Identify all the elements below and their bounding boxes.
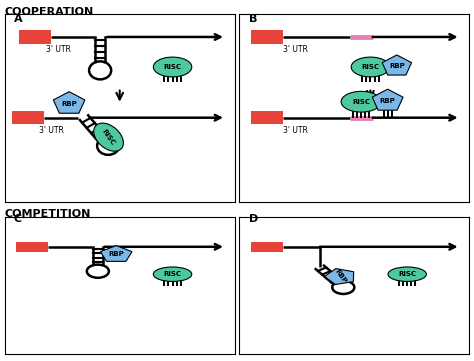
Circle shape — [97, 137, 119, 155]
Circle shape — [332, 281, 355, 294]
Text: COMPETITION: COMPETITION — [5, 209, 91, 219]
Text: RISC: RISC — [352, 99, 370, 105]
Text: RISC: RISC — [398, 271, 416, 277]
Bar — [12, 111, 44, 124]
Text: A: A — [14, 14, 23, 24]
Text: 3' UTR: 3' UTR — [39, 126, 64, 135]
Text: RISC: RISC — [164, 64, 182, 70]
Bar — [251, 242, 283, 252]
Polygon shape — [100, 245, 132, 261]
Text: RBP: RBP — [334, 269, 347, 285]
Ellipse shape — [154, 57, 192, 77]
Text: 3' UTR: 3' UTR — [283, 126, 308, 135]
Text: RBP: RBP — [109, 251, 124, 257]
Ellipse shape — [341, 91, 381, 112]
Bar — [18, 30, 51, 44]
Polygon shape — [382, 55, 411, 75]
Bar — [251, 111, 283, 124]
Circle shape — [87, 265, 109, 278]
Text: 3' UTR: 3' UTR — [46, 45, 71, 55]
Ellipse shape — [388, 267, 427, 282]
Polygon shape — [325, 269, 354, 284]
Ellipse shape — [351, 57, 390, 77]
Text: RISC: RISC — [101, 128, 116, 146]
Text: D: D — [248, 214, 258, 224]
Text: RBP: RBP — [61, 101, 77, 106]
Bar — [16, 242, 48, 252]
Ellipse shape — [94, 123, 123, 151]
Text: 3' UTR: 3' UTR — [283, 45, 308, 55]
Text: RISC: RISC — [164, 271, 182, 277]
Text: RBP: RBP — [389, 63, 405, 69]
Text: B: B — [248, 14, 257, 24]
Text: RBP: RBP — [380, 98, 395, 104]
Polygon shape — [372, 89, 403, 110]
Text: COOPERATION: COOPERATION — [5, 7, 94, 17]
Ellipse shape — [154, 267, 192, 282]
Text: C: C — [14, 214, 22, 224]
Polygon shape — [54, 92, 85, 113]
Bar — [251, 30, 283, 44]
Text: RISC: RISC — [361, 64, 379, 70]
Circle shape — [89, 61, 111, 79]
